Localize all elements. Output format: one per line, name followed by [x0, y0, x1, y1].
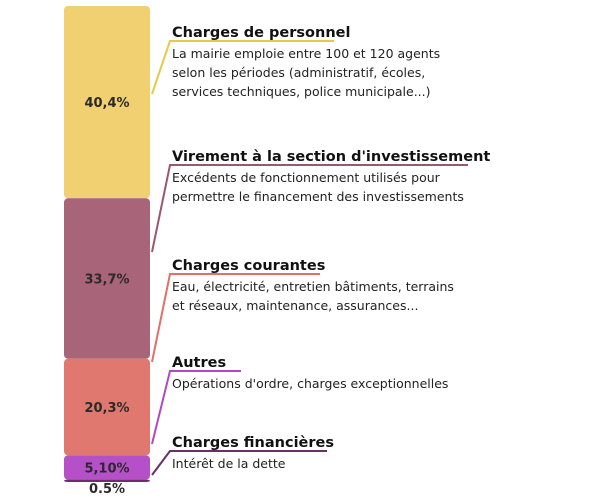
category-title-2: Virement à la section d'investissement [172, 149, 490, 165]
segment-value-label-1: 40,4% [84, 96, 129, 111]
category-description-3-line-2: et réseaux, maintenance, assurances... [172, 298, 418, 313]
category-description-1-line-1: La mairie emploie entre 100 et 120 agent… [172, 46, 440, 61]
category-description-4-line-1: Opérations d'ordre, charges exceptionnel… [172, 376, 448, 391]
category-description-5-line-1: Intérêt de la dette [172, 456, 286, 471]
segment-value-label-5: 0.5% [89, 482, 125, 497]
category-title-4: Autres [172, 355, 226, 371]
category-description-3-line-1: Eau, électricité, entretien bâtiments, t… [172, 279, 454, 294]
category-description-1-line-2: selon les périodes (administratif, école… [172, 65, 425, 80]
segment-value-label-2: 33,7% [84, 273, 129, 288]
category-description-2-line-1: Excédents de fonctionnement utilisés pou… [172, 170, 441, 185]
category-description-1-line-3: services techniques, police municipale..… [172, 84, 431, 99]
category-title-5: Charges financières [172, 435, 334, 451]
category-description-2-line-2: permettre le financement des investissem… [172, 189, 464, 204]
category-title-1: Charges de personnel [172, 25, 350, 41]
category-title-3: Charges courantes [172, 258, 325, 274]
segment-value-label-3: 20,3% [84, 401, 129, 416]
stacked-bar-chart: 40,4% 33,7% 20,3% 5,10% 0.5% Charges de perso… [0, 0, 600, 500]
segment-value-label-4: 5,10% [84, 461, 129, 476]
